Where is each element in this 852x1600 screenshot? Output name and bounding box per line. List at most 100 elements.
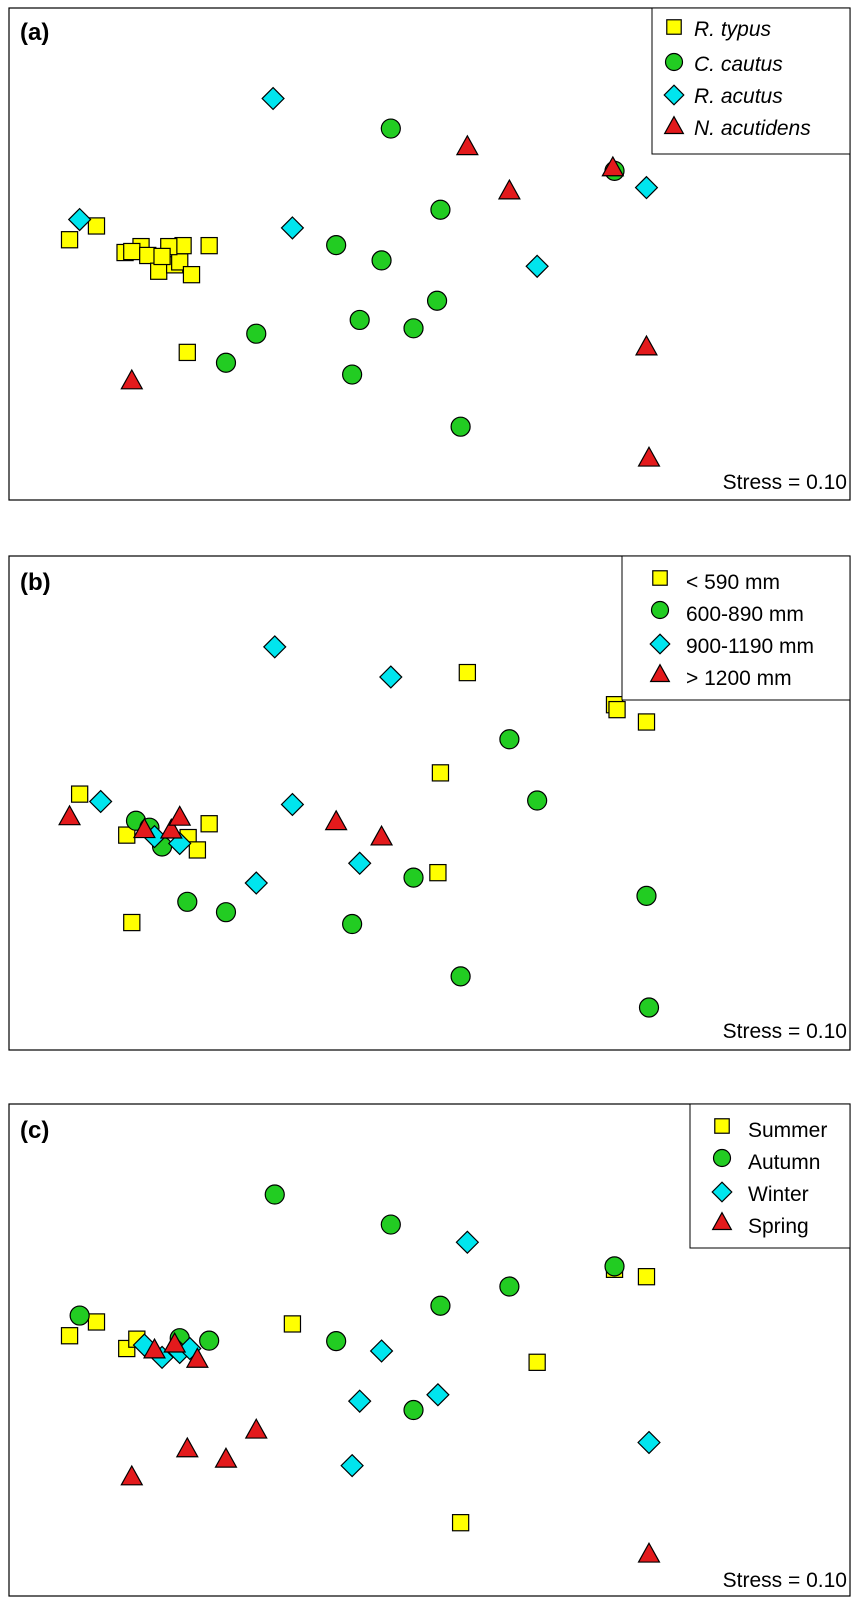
panel-b-stress: Stress = 0.10 [723, 1020, 847, 1043]
panel-b-point-diamond-1 [262, 635, 287, 659]
panel-b-point-circle-11 [638, 997, 660, 1018]
panel-b-point-circle-5 [342, 913, 363, 935]
panel-c-point-circle-4 [380, 1214, 401, 1235]
panel-c-point-diamond-5 [347, 1389, 372, 1413]
panel-b-legend: < 590 mm 600-890 mm 900-1190 mm > 1200 m… [621, 555, 851, 701]
panel-c-point-circle-2 [199, 1330, 220, 1351]
panel-c: (c) Summer Autumn Winter Spring Stress =… [8, 1103, 851, 1597]
panel-b-point-triangle-4 [324, 809, 348, 831]
panel-a-point-square-6 [150, 262, 168, 280]
panel-c-point-circle-6 [499, 1276, 520, 1297]
panel-b-point-square-3 [200, 815, 218, 833]
legend-triangle-icon [711, 1211, 733, 1231]
panel-c-point-triangle-3 [120, 1464, 144, 1486]
panel-b-point-square-11 [123, 913, 141, 932]
legend-square-icon [714, 1118, 730, 1134]
panel-b-point-triangle-3 [168, 805, 192, 826]
panel-b-point-square-4 [188, 841, 207, 859]
panel-a-point-triangle-2 [601, 155, 625, 177]
panel-b-point-square-0 [70, 785, 89, 803]
panel-c-legend-label-0: Summer [748, 1119, 827, 1142]
panel-c-point-triangle-5 [214, 1447, 238, 1468]
panel-c-point-triangle-0 [143, 1337, 166, 1359]
panel-b-legend-marker-2 [649, 633, 671, 655]
panel-a-point-triangle-3 [120, 368, 144, 390]
panel-b-point-square-8 [608, 700, 626, 719]
panel-a-point-square-4 [123, 242, 141, 261]
panel-c-legend: Summer Autumn Winter Spring [689, 1103, 851, 1249]
panel-b-point-diamond-4 [244, 871, 269, 895]
panel-c-point-square-0 [60, 1327, 79, 1345]
panel-b-legend-label-2: 900-1190 mm [686, 635, 814, 658]
panel-c-point-circle-7 [604, 1256, 625, 1277]
panel-b-point-diamond-2 [379, 665, 403, 689]
panel-b: (b) < 590 mm 600-890 mm 900-1190 mm > 12… [8, 555, 851, 1051]
panel-c-point-circle-3 [264, 1184, 285, 1205]
panel-a-legend-marker-3 [663, 115, 685, 135]
panel-a-point-circle-4 [426, 290, 448, 311]
panel-b-point-square-10 [429, 863, 447, 882]
panel-c-points [60, 1184, 661, 1563]
panel-b-point-square-9 [637, 713, 656, 731]
panel-a-legend-box [651, 7, 851, 155]
panel-b-point-square-5 [458, 663, 477, 682]
panel-c-point-circle-8 [326, 1331, 347, 1352]
panel-c-legend-marker-3 [711, 1211, 733, 1231]
panel-a-legend-label-0: R. typus [694, 18, 772, 41]
panel-b-point-square-6 [431, 764, 450, 782]
panel-b-legend-label-1: 600-890 mm [686, 603, 804, 626]
panel-b-legend-label-3: > 1200 mm [686, 667, 792, 690]
panel-c-legend-marker-1 [712, 1148, 732, 1168]
panel-c-legend-label-1: Autumn [748, 1151, 820, 1174]
panel-c-point-diamond-6 [426, 1382, 450, 1407]
panel-a-point-circle-3 [371, 250, 392, 271]
panel-a-point-circle-6 [215, 352, 237, 373]
panel-b-point-circle-4 [215, 902, 237, 923]
panel-a-legend-label-1: C. cautus [694, 53, 783, 76]
panel-c-point-square-4 [283, 1315, 302, 1333]
panel-a-point-diamond-0 [67, 207, 92, 232]
panel-b-point-triangle-5 [370, 824, 394, 846]
legend-square-icon [652, 570, 668, 586]
panel-a-point-square-11 [153, 247, 171, 266]
legend-diamond-icon [649, 633, 671, 655]
panel-c-point-diamond-4 [369, 1339, 394, 1363]
panel-b-point-circle-10 [636, 885, 657, 906]
panel-a-points [60, 86, 661, 467]
panel-b-point-diamond-3 [280, 792, 305, 817]
panel-a-legend-label-2: R. acutus [694, 85, 783, 108]
panel-a-point-diamond-1 [261, 86, 285, 111]
legend-triangle-icon [663, 115, 685, 135]
panel-a-point-circle-8 [403, 318, 424, 339]
panel-c-label: (c) [20, 1117, 49, 1144]
panel-c-point-circle-9 [403, 1399, 424, 1421]
panel-c-point-triangle-7 [637, 1542, 661, 1563]
panel-a-point-circle-1 [430, 199, 451, 220]
panel-c-point-square-1 [87, 1313, 106, 1331]
legend-circle-icon [664, 52, 684, 72]
panel-c-point-circle-0 [69, 1305, 90, 1326]
panel-a-point-circle-7 [349, 309, 370, 331]
panel-a-point-circle-9 [342, 364, 363, 385]
panel-a-legend: R. typus C. cautus R. acutus N. acutiden… [651, 7, 851, 155]
legend-triangle-icon [649, 663, 671, 683]
panel-b-point-diamond-7 [347, 851, 372, 876]
panel-a-point-triangle-0 [455, 134, 479, 156]
panel-a-point-circle-0 [380, 118, 401, 139]
panel-c-point-square-8 [451, 1514, 470, 1532]
panel-b-point-circle-3 [177, 891, 198, 912]
panel-a-frame [8, 7, 851, 501]
panel-c-legend-label-2: Winter [748, 1183, 809, 1206]
panel-a-legend-marker-0 [666, 19, 682, 35]
panel-c-point-triangle-6 [244, 1418, 268, 1439]
panel-a-point-circle-10 [450, 416, 471, 437]
panel-c-frame [8, 1103, 851, 1597]
panel-b-legend-marker-3 [649, 663, 671, 683]
panel-a-point-circle-5 [246, 323, 267, 344]
panel-c-legend-marker-2 [711, 1181, 733, 1203]
panel-b-legend-marker-0 [652, 570, 668, 586]
panel-a-point-square-14 [178, 343, 196, 362]
panel-c-point-diamond-8 [455, 1230, 480, 1255]
legend-diamond-icon [663, 84, 685, 106]
panel-c-legend-label-3: Spring [748, 1215, 809, 1238]
